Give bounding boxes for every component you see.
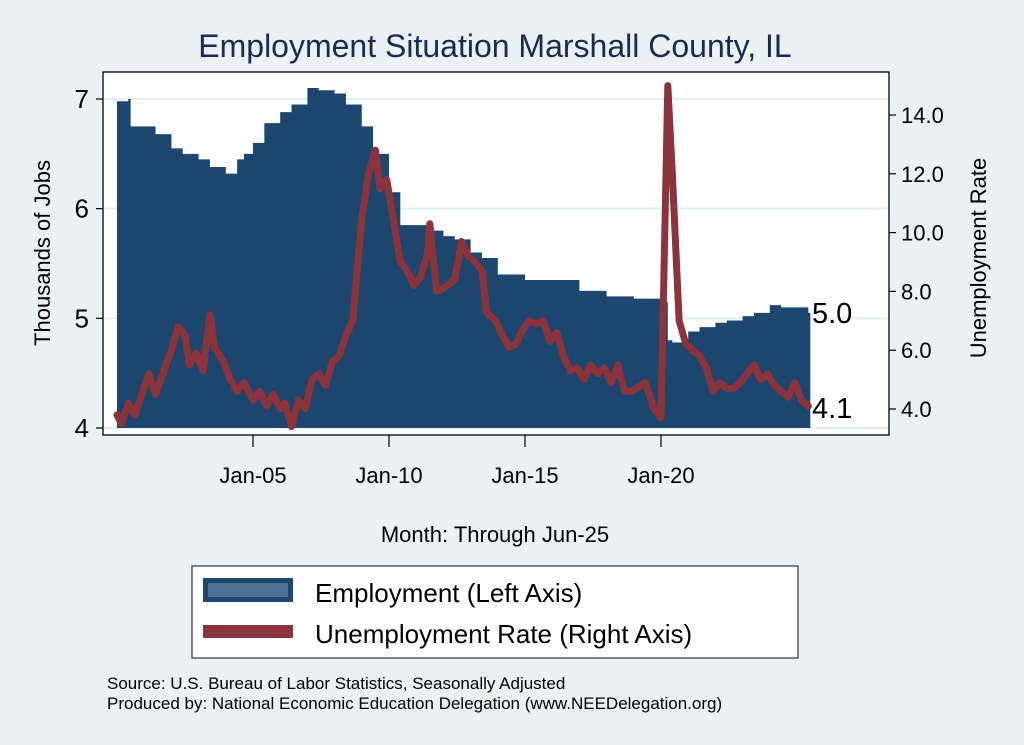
unemployment-rate-line <box>113 82 812 431</box>
right-tick-label: 4.0 <box>901 397 932 422</box>
legend-swatch-rate <box>203 625 293 638</box>
right-tick-label: 14.0 <box>901 103 944 128</box>
left-tick-label: 4 <box>75 413 89 443</box>
left-tick-label: 7 <box>75 84 89 114</box>
rate-end-label: 4.1 <box>812 393 852 425</box>
x-axis-title: Month: Through Jun-25 <box>381 522 609 547</box>
employment-area <box>117 88 811 429</box>
source-note: Source: U.S. Bureau of Labor Statistics,… <box>107 674 565 693</box>
right-tick-label: 6.0 <box>901 338 932 363</box>
chart-title: Employment Situation Marshall County, IL <box>198 28 791 64</box>
right-axis: 4.0 6.0 8.0 10.0 12.0 14.0 <box>889 103 944 422</box>
x-tick-label: Jan-20 <box>627 463 694 488</box>
legend-label-employment: Employment (Left Axis) <box>315 578 582 608</box>
left-tick-label: 5 <box>75 303 89 333</box>
x-tick-label: Jan-10 <box>355 463 422 488</box>
left-tick-label: 6 <box>75 194 89 224</box>
left-axis: 4 5 6 7 <box>75 84 103 443</box>
employment-end-label: 5.0 <box>812 298 852 330</box>
right-tick-label: 12.0 <box>901 162 944 187</box>
right-tick-label: 10.0 <box>901 221 944 246</box>
right-axis-title: Unemployment Rate <box>966 158 991 359</box>
right-tick-label: 8.0 <box>901 279 932 304</box>
left-axis-title: Thousands of Jobs <box>30 160 55 346</box>
produced-by-note: Produced by: National Economic Education… <box>107 694 722 713</box>
x-axis: Jan-05 Jan-10 Jan-15 Jan-20 <box>219 435 695 488</box>
x-tick-label: Jan-15 <box>491 463 558 488</box>
legend: Employment (Left Axis) Unemployment Rate… <box>191 565 799 659</box>
x-tick-label: Jan-05 <box>219 463 286 488</box>
legend-label-rate: Unemployment Rate (Right Axis) <box>315 619 692 649</box>
legend-swatch-employment-inner <box>208 583 288 597</box>
